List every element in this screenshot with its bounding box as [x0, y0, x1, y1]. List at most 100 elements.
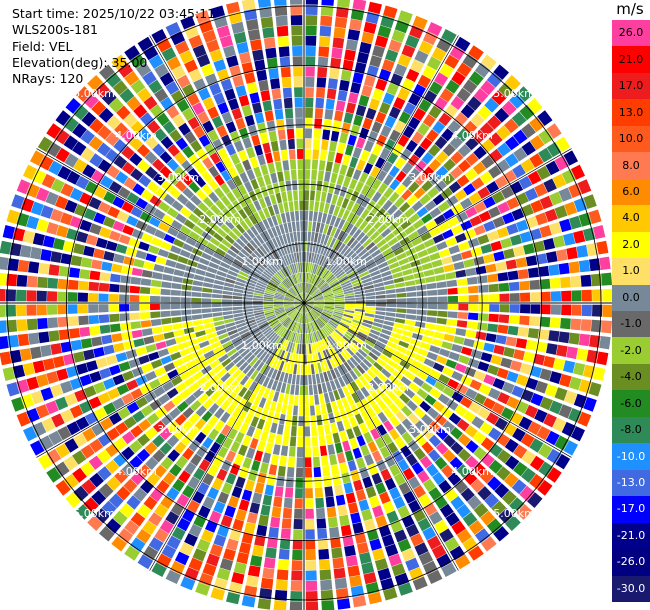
velocity-cell — [148, 54, 164, 69]
velocity-cell — [293, 322, 298, 332]
velocity-cell — [408, 168, 421, 180]
velocity-cell — [328, 204, 336, 215]
velocity-cell — [602, 304, 613, 318]
velocity-cell — [312, 332, 317, 343]
velocity-cell — [182, 407, 195, 419]
velocity-cell — [152, 271, 163, 280]
velocity-cell — [287, 404, 293, 416]
velocity-cell — [225, 143, 237, 156]
colorbar-swatch — [612, 231, 650, 259]
velocity-cell — [289, 601, 303, 610]
velocity-cell — [568, 261, 580, 274]
velocity-cell — [292, 190, 298, 201]
velocity-cell — [427, 535, 442, 550]
velocity-cell — [578, 259, 591, 273]
velocity-cell — [116, 486, 131, 501]
velocity-cell — [174, 427, 187, 440]
velocity-cell — [79, 326, 91, 337]
velocity-cell — [469, 215, 482, 227]
velocity-cell — [129, 312, 141, 321]
velocity-cell — [330, 422, 338, 434]
velocity-cell — [233, 562, 247, 575]
velocity-cell — [573, 197, 587, 213]
velocity-cell — [284, 295, 295, 300]
velocity-cell — [173, 238, 185, 248]
velocity-cell — [321, 139, 329, 151]
velocity-cell — [417, 249, 429, 258]
velocity-cell — [154, 528, 169, 543]
velocity-cell — [166, 105, 180, 119]
velocity-cell — [268, 130, 278, 142]
velocity-cell — [316, 278, 323, 287]
velocity-cell — [382, 349, 393, 359]
velocity-cell — [375, 387, 386, 399]
velocity-cell — [175, 137, 189, 151]
velocity-cell — [158, 374, 170, 385]
velocity-cell — [190, 453, 203, 467]
velocity-cell — [340, 232, 349, 243]
velocity-cell — [589, 258, 601, 272]
velocity-cell — [456, 418, 470, 432]
velocity-cell — [252, 102, 263, 114]
velocity-cell — [262, 452, 271, 464]
velocity-cell — [208, 221, 220, 232]
velocity-cell — [260, 577, 274, 590]
velocity-cell — [202, 120, 215, 133]
velocity-cell — [16, 411, 31, 427]
velocity-cell — [212, 138, 224, 151]
velocity-cell — [345, 346, 355, 356]
velocity-cell — [290, 4, 303, 15]
velocity-cell — [30, 390, 44, 405]
velocity-cell — [492, 216, 505, 228]
velocity-cell — [206, 242, 218, 251]
velocity-cell — [512, 164, 526, 179]
velocity-cell — [114, 469, 129, 484]
velocity-cell — [365, 295, 376, 300]
velocity-cell — [304, 303, 311, 311]
velocity-cell — [201, 303, 212, 308]
velocity-cell — [360, 251, 370, 261]
velocity-cell — [443, 264, 455, 273]
velocity-cell — [194, 431, 207, 444]
velocity-cell — [568, 332, 580, 345]
velocity-cell — [436, 317, 447, 325]
velocity-cell — [232, 306, 243, 311]
velocity-cell — [570, 318, 582, 331]
azimuth-spoke — [149, 35, 305, 304]
velocity-cell — [363, 21, 377, 34]
velocity-cell — [468, 304, 479, 312]
velocity-cell — [343, 482, 354, 494]
velocity-cell — [184, 394, 197, 406]
velocity-cell — [163, 266, 175, 275]
velocity-cell — [342, 176, 352, 188]
velocity-cell — [494, 107, 510, 123]
velocity-cell — [317, 212, 323, 223]
velocity-cell — [504, 153, 519, 168]
velocity-cell — [549, 191, 563, 206]
velocity-cell — [379, 333, 390, 340]
velocity-cell — [348, 502, 359, 514]
velocity-cell — [258, 277, 269, 285]
velocity-cell — [347, 134, 357, 146]
velocity-cell — [447, 120, 462, 134]
velocity-cell — [445, 79, 460, 94]
velocity-cell — [99, 272, 111, 282]
velocity-cell — [264, 329, 274, 337]
velocity-cell — [412, 219, 425, 230]
field-text: Field: VEL — [12, 38, 73, 54]
velocity-cell — [305, 488, 313, 499]
velocity-cell — [275, 236, 282, 247]
velocity-cell — [400, 148, 412, 161]
velocity-cell — [180, 370, 192, 381]
velocity-cell — [262, 100, 273, 112]
velocity-cell — [304, 303, 314, 306]
velocity-cell — [502, 381, 515, 394]
velocity-cell — [491, 500, 507, 516]
velocity-cell — [233, 313, 244, 318]
velocity-cell — [406, 297, 417, 303]
velocity-cell — [150, 287, 161, 295]
velocity-cell — [282, 329, 289, 339]
velocity-cell — [458, 354, 470, 365]
velocity-cell — [323, 392, 330, 404]
velocity-cell — [220, 223, 231, 234]
